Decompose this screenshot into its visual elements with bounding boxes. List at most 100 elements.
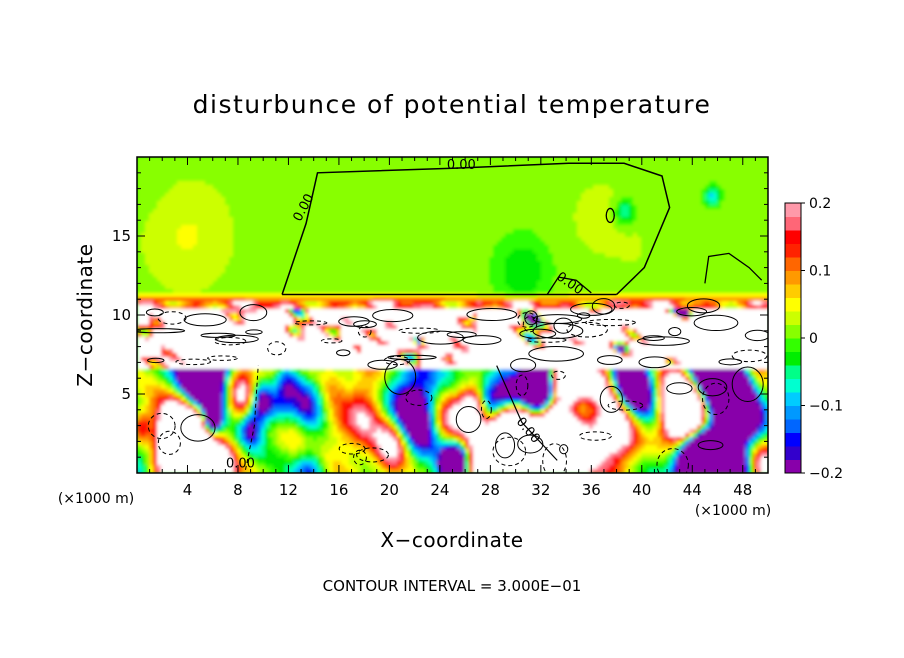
field-cell	[573, 229, 578, 234]
field-cell	[705, 237, 710, 242]
field-cell	[233, 217, 238, 222]
field-cell	[569, 181, 574, 186]
field-cell	[753, 229, 758, 234]
field-cell	[269, 229, 274, 234]
field-cell	[261, 181, 266, 186]
field-cell	[337, 241, 342, 246]
field-cell	[369, 225, 374, 230]
field-cell	[237, 241, 242, 246]
field-cell	[529, 165, 534, 170]
field-cell	[345, 181, 350, 186]
field-cell	[469, 281, 474, 286]
field-cell	[369, 241, 374, 246]
field-cell	[701, 201, 706, 206]
field-cell	[709, 181, 714, 186]
field-cell	[517, 193, 522, 198]
field-cell	[181, 201, 186, 206]
field-cell	[433, 201, 438, 206]
field-cell	[269, 273, 274, 278]
field-cell	[745, 225, 750, 230]
field-cell	[469, 273, 474, 278]
field-cell	[201, 209, 206, 214]
field-cell	[417, 173, 422, 178]
field-cell	[581, 193, 586, 198]
field-cell	[449, 249, 454, 254]
field-cell	[149, 217, 154, 222]
field-cell	[189, 241, 194, 246]
field-cell	[737, 277, 742, 282]
field-cell	[145, 209, 150, 214]
field-cell	[589, 217, 594, 222]
field-cell	[161, 245, 166, 250]
field-cell	[465, 177, 470, 182]
field-cell	[601, 189, 606, 194]
field-cell	[641, 205, 646, 210]
field-cell	[741, 201, 746, 206]
field-cell	[309, 245, 314, 250]
field-cell	[145, 213, 150, 218]
field-cell	[621, 181, 626, 186]
field-cell	[657, 237, 662, 242]
field-cell	[361, 201, 366, 206]
field-cell	[445, 209, 450, 214]
field-cell	[709, 173, 714, 178]
field-cell	[713, 193, 718, 198]
field-cell	[665, 257, 670, 262]
field-cell	[525, 217, 530, 222]
field-cell	[753, 181, 758, 186]
field-cell	[385, 185, 390, 190]
field-cell	[297, 221, 302, 226]
field-cell	[765, 261, 768, 266]
field-cell	[313, 273, 318, 278]
field-cell	[629, 197, 634, 202]
field-cell	[481, 161, 486, 166]
field-cell	[137, 189, 142, 194]
field-cell	[289, 197, 294, 202]
field-cell	[565, 197, 570, 202]
field-cell	[253, 245, 258, 250]
field-cell	[589, 197, 594, 202]
field-cell	[705, 173, 710, 178]
field-cell	[609, 221, 614, 226]
field-cell	[501, 241, 506, 246]
field-cell	[629, 237, 634, 242]
field-cell	[641, 177, 646, 182]
field-cell	[497, 213, 502, 218]
field-cell	[449, 225, 454, 230]
field-cell	[745, 209, 750, 214]
field-cell	[385, 157, 390, 162]
field-cell	[429, 233, 434, 238]
field-cell	[617, 225, 622, 230]
field-cell	[209, 193, 214, 198]
field-cell	[393, 209, 398, 214]
field-cell	[481, 197, 486, 202]
field-cell	[365, 209, 370, 214]
field-cell	[525, 253, 530, 258]
field-cell	[165, 165, 170, 170]
field-cell	[637, 273, 642, 278]
field-cell	[217, 197, 222, 202]
field-cell	[377, 253, 382, 258]
field-cell	[461, 169, 466, 174]
field-cell	[601, 237, 606, 242]
field-cell	[289, 169, 294, 174]
field-cell	[585, 241, 590, 246]
field-cell	[729, 257, 734, 262]
field-cell	[493, 253, 498, 258]
field-cell	[489, 193, 494, 198]
field-cell	[457, 189, 462, 194]
field-cell	[713, 233, 718, 238]
field-cell	[621, 189, 626, 194]
field-cell	[757, 221, 762, 226]
field-cell	[245, 213, 250, 218]
field-cell	[749, 249, 754, 254]
field-cell	[625, 269, 630, 274]
field-cell	[637, 265, 642, 270]
field-cell	[177, 233, 182, 238]
field-cell	[157, 241, 162, 246]
field-cell	[361, 225, 366, 230]
field-cell	[593, 249, 598, 254]
field-cell	[185, 273, 190, 278]
field-cell	[233, 261, 238, 266]
field-cell	[237, 269, 242, 274]
